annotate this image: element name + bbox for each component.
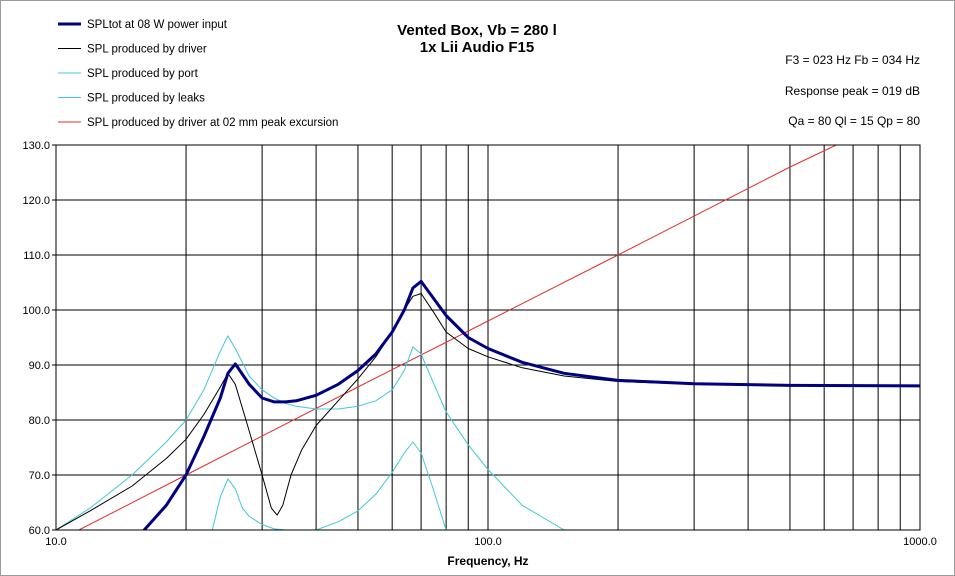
x-axis-label: Frequency, Hz (447, 554, 528, 568)
legend: SPLtot at 08 W power input SPL produced b… (58, 19, 338, 129)
legend-label: SPL produced by leaks (87, 93, 205, 105)
plot-border (55, 144, 921, 531)
x-tick-label: 10.0 (45, 536, 66, 548)
y-tick-label: 100.0 (22, 305, 50, 317)
y-tick-label: 130.0 (22, 140, 50, 152)
y-tick-label: 80.0 (29, 415, 50, 427)
chart-subtitle: 1x Lii Audio F15 (420, 39, 534, 56)
y-tick-label: 120.0 (22, 195, 50, 207)
chart-title: Vented Box, Vb = 280 l (397, 22, 557, 39)
legend-label: SPLtot at 08 W power input (87, 19, 228, 31)
grid (56, 145, 920, 530)
series-line-4 (211, 441, 447, 530)
legend-label: SPL produced by driver (87, 44, 207, 56)
annotation-q-values: Qa = 80 Ql = 15 Qp = 80 (788, 114, 920, 128)
annotation-response-peak: Response peak = 019 dB (785, 84, 920, 98)
series-line-2 (56, 293, 920, 530)
annotation-f3-fb: F3 = 023 Hz Fb = 034 Hz (785, 53, 920, 67)
x-tick-label: 1000.0 (903, 536, 937, 548)
axes: 60.0 70.0 80.0 90.0 100.0 110.0 120.0 130.0 10.0… (22, 140, 936, 548)
legend-label: SPL produced by port (87, 68, 199, 80)
y-tick-label: 70.0 (29, 470, 50, 482)
y-tick-label: 110.0 (23, 250, 50, 262)
legend-label: SPL produced by driver at 02 mm peak exc… (87, 117, 338, 129)
y-tick-label: 90.0 (29, 360, 50, 372)
x-tick-label: 100.0 (474, 536, 502, 548)
series-line-1 (142, 279, 920, 530)
y-tick-label: 60.0 (29, 525, 50, 537)
series-lines (56, 145, 920, 530)
series-line-3 (56, 335, 565, 530)
